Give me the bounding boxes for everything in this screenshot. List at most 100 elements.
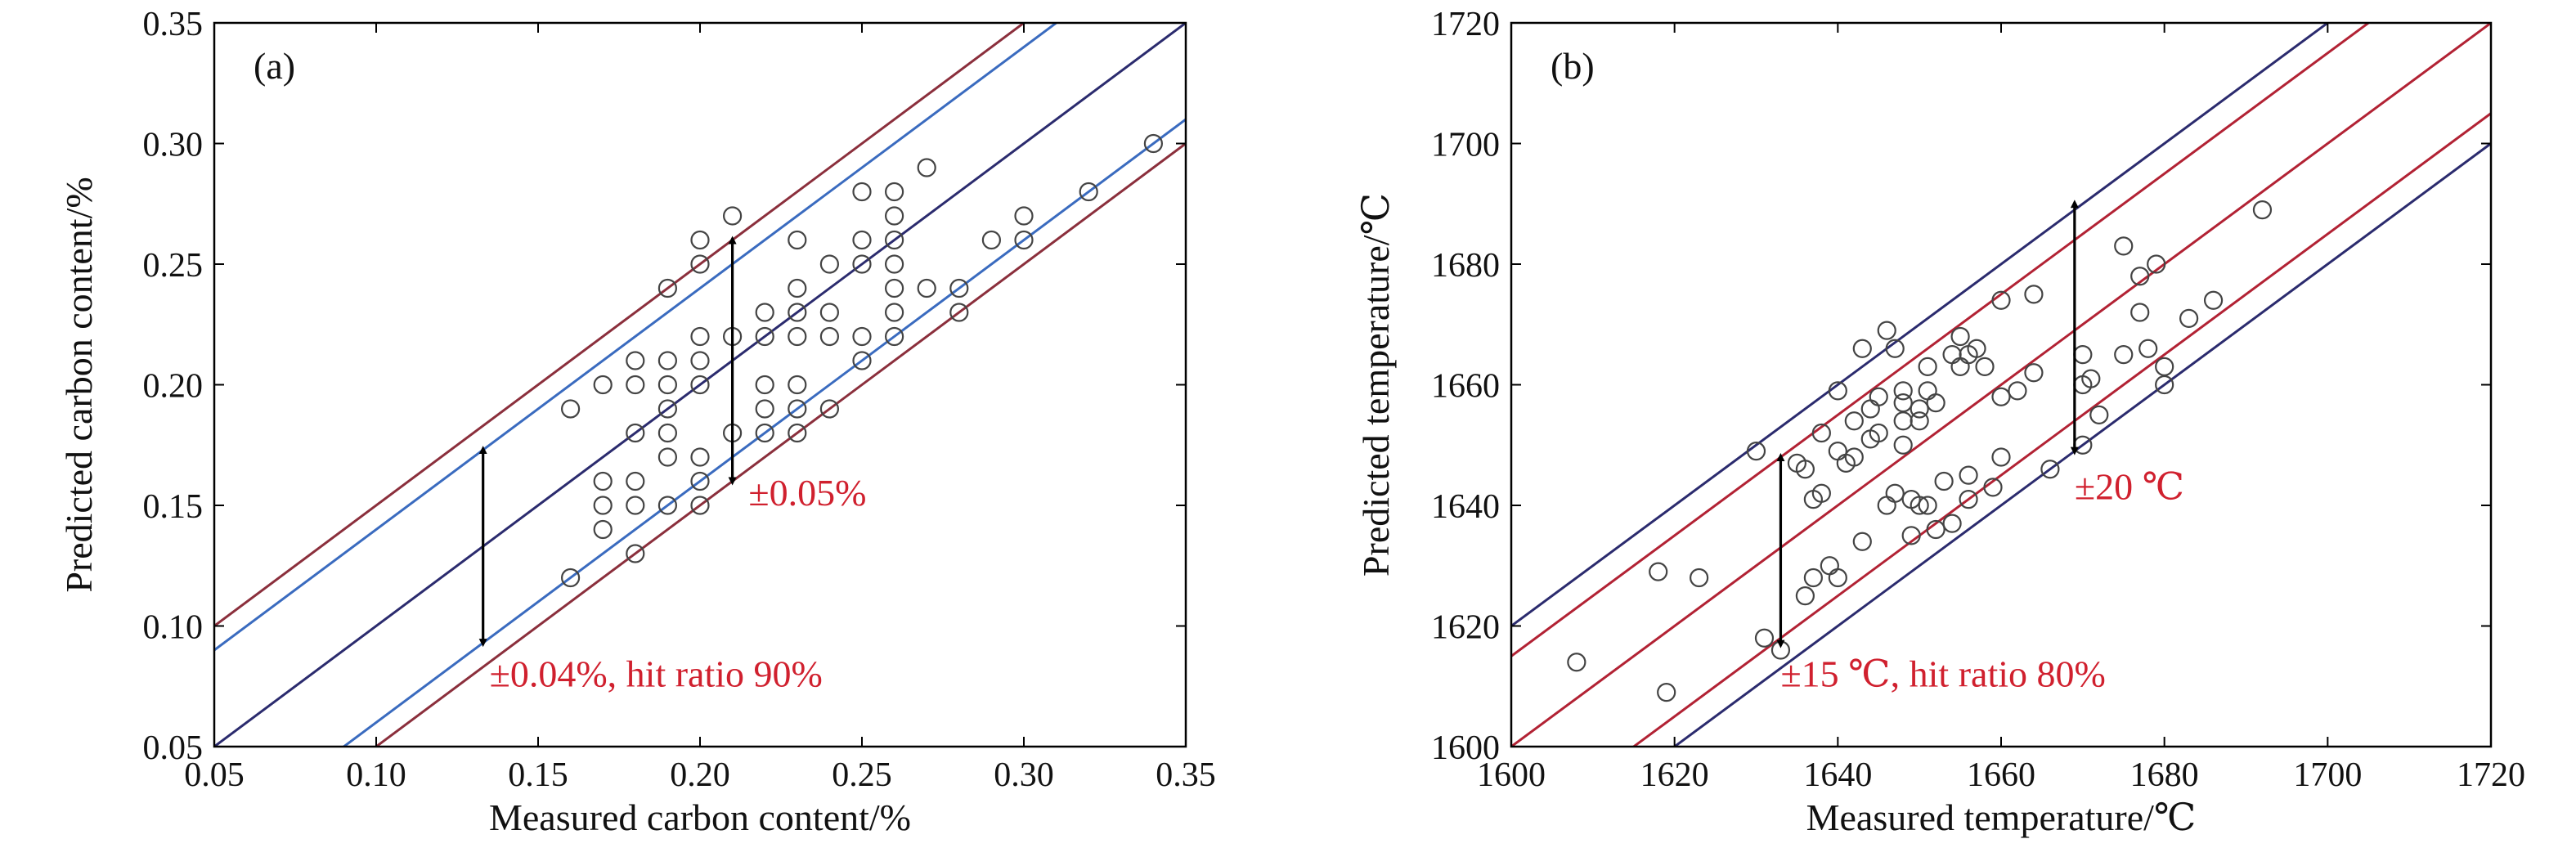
data-point (1649, 562, 1668, 581)
y-tick-label: 0.25 (143, 247, 204, 285)
y-tick-label: 1640 (1431, 488, 1500, 526)
data-point (1877, 496, 1896, 515)
y-tick-label: 0.30 (143, 127, 204, 164)
data-point (1877, 321, 1896, 340)
data-point (981, 230, 1002, 250)
data-point (852, 230, 872, 250)
y-axis-title: Predicted carbon content/% (58, 177, 100, 592)
data-point (884, 278, 904, 298)
data-point (852, 351, 872, 370)
data-point (788, 326, 807, 347)
x-tick-label: 1640 (1803, 756, 1872, 794)
x-tick-label: 1720 (2457, 756, 2525, 794)
reference-line-1 (1672, 142, 2491, 747)
data-point (626, 351, 645, 370)
annotation-label: ±20 ℃ (2075, 466, 2184, 508)
data-point (1803, 568, 1823, 588)
data-point (819, 254, 840, 274)
data-point (1852, 532, 1872, 551)
data-point (788, 278, 807, 298)
data-point (1950, 326, 1970, 347)
annotation-label: ±0.05% (748, 472, 866, 514)
data-point (1918, 357, 1937, 376)
data-point (917, 158, 936, 177)
data-point (593, 471, 613, 491)
data-point (1975, 357, 1995, 376)
x-tick-label: 0.25 (832, 756, 892, 794)
data-point (1869, 387, 1888, 406)
data-point (657, 447, 678, 467)
data-point (626, 375, 645, 395)
data-point (1844, 447, 1864, 467)
data-point (1983, 478, 2003, 497)
data-point (884, 326, 904, 347)
data-point (1910, 411, 1929, 431)
data-point (690, 471, 710, 491)
data-point (657, 496, 678, 515)
data-point (2040, 460, 2060, 479)
reference-line-3 (1631, 112, 2491, 747)
data-point (722, 206, 743, 226)
data-point (917, 278, 936, 298)
data-point (852, 254, 872, 274)
data-point (1991, 387, 2011, 406)
data-point (1910, 496, 1929, 515)
x-tick-label: 1700 (2293, 756, 2362, 794)
data-point (1918, 496, 1937, 515)
data-point (560, 568, 581, 588)
data-point (690, 230, 710, 250)
data-point (1567, 653, 1586, 672)
y-tick-label: 1600 (1431, 729, 1500, 767)
data-point (949, 278, 969, 298)
x-tick-label: 0.10 (346, 756, 406, 794)
data-point (788, 399, 807, 419)
data-point (949, 303, 969, 322)
data-point (1934, 471, 1954, 491)
data-point (593, 496, 613, 515)
y-tick-label: 0.15 (143, 488, 204, 526)
reference-line-2 (1511, 23, 2371, 657)
data-point (1754, 628, 1775, 648)
data-point (755, 399, 774, 419)
data-point (626, 544, 645, 563)
data-point (1918, 381, 1937, 401)
data-point (852, 326, 872, 347)
panel-label: (b) (1551, 45, 1595, 87)
y-tick-label: 0.10 (143, 609, 204, 647)
data-point (1828, 381, 1847, 401)
data-point (1942, 514, 1962, 533)
data-point (1657, 683, 1676, 702)
data-point (2114, 236, 2134, 256)
data-point (2114, 345, 2134, 365)
data-point (1143, 133, 1164, 154)
x-tick-label: 1680 (2130, 756, 2199, 794)
x-axis-title: Measured carbon content/% (489, 796, 911, 838)
y-tick-label: 1720 (1431, 6, 1500, 43)
data-point (690, 326, 710, 347)
data-point (593, 375, 613, 395)
data-point (1820, 556, 1839, 576)
panel-label: (a) (254, 45, 295, 87)
panel-b: ±20 ℃ ±15 ℃, hit ratio 80% 1600 1620 1640 166… (1355, 6, 2525, 838)
data-point (852, 182, 872, 202)
data-point (2155, 357, 2174, 376)
y-tick-label: 0.05 (143, 729, 204, 767)
data-point (755, 375, 774, 395)
data-point (788, 423, 807, 443)
data-point (690, 254, 710, 274)
data-point (1926, 519, 1945, 540)
data-point (690, 447, 710, 467)
data-point (819, 326, 840, 347)
reference-line-0 (1511, 23, 2330, 627)
data-point (788, 230, 807, 250)
data-point (1860, 399, 1880, 419)
data-point (1828, 442, 1847, 461)
data-point (788, 375, 807, 395)
data-point (755, 303, 774, 322)
data-point (1991, 290, 2011, 310)
data-point (690, 496, 710, 515)
data-point (626, 471, 645, 491)
data-point (657, 399, 678, 419)
data-point (819, 399, 840, 419)
data-point (1967, 339, 1986, 358)
